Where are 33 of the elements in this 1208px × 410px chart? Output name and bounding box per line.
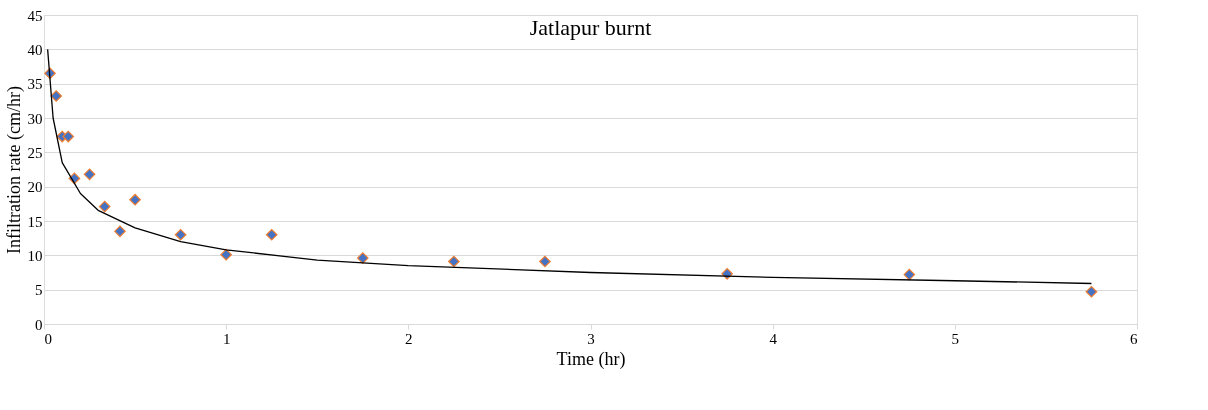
point xyxy=(174,228,187,241)
y-tick-label: 5 xyxy=(35,282,43,299)
x-tick-label: 2 xyxy=(405,330,413,347)
y-tick-label: 40 xyxy=(27,41,43,58)
x-tick-label: 4 xyxy=(769,330,778,347)
y-tick-label: 35 xyxy=(27,76,43,93)
x-axis-title: Time (hr) xyxy=(556,348,626,370)
point xyxy=(50,90,63,102)
y-tick-label: 45 xyxy=(27,7,43,24)
y-tick-label: 30 xyxy=(27,110,43,127)
point xyxy=(129,193,141,206)
chart-title: Jatlapur burnt xyxy=(529,15,652,40)
point xyxy=(448,255,460,268)
x-tick-label: 6 xyxy=(1130,330,1138,347)
point xyxy=(83,168,96,181)
point xyxy=(220,248,233,261)
x-tick-label: 5 xyxy=(951,330,960,347)
y-tick-label: 0 xyxy=(35,316,43,333)
point xyxy=(903,268,916,281)
x-tick-label: 3 xyxy=(587,330,595,347)
point xyxy=(98,200,111,213)
y-axis-title: Infiltration rate (cm/hr) xyxy=(3,86,25,254)
point xyxy=(62,130,75,143)
point xyxy=(356,252,369,264)
y-tick-label: 10 xyxy=(27,247,43,264)
point xyxy=(114,225,126,238)
point xyxy=(265,228,278,241)
x-tick-label: 1 xyxy=(222,330,231,347)
y-tick-label: 25 xyxy=(27,144,43,161)
point xyxy=(539,255,551,268)
point xyxy=(1085,285,1098,298)
y-tick-label: 20 xyxy=(27,179,43,196)
y-tick-label: 15 xyxy=(27,213,43,230)
